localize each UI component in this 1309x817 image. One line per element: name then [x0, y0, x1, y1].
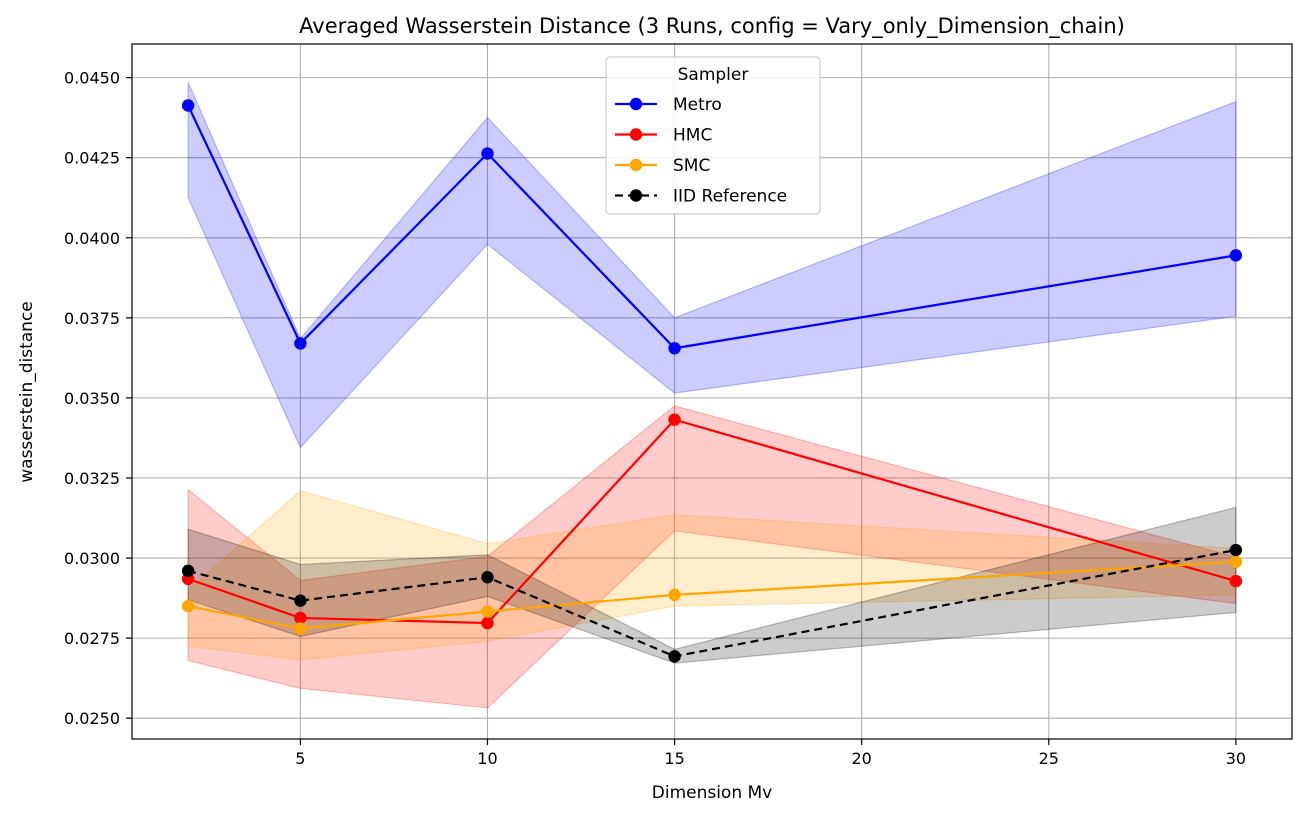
point-metro — [1229, 249, 1243, 262]
legend-box — [605, 56, 821, 215]
y-tick-label: 0.0300 — [64, 549, 120, 568]
point-smc — [294, 622, 307, 635]
y-tick-label: 0.0250 — [64, 709, 120, 728]
point-metro — [481, 147, 494, 160]
x-tick-label: 30 — [1226, 749, 1246, 768]
point-smc — [1229, 555, 1243, 569]
legend-entry-metro: Metro — [615, 95, 722, 115]
band-iid-reference — [187, 506, 1237, 664]
y-tick-label: 0.0425 — [64, 149, 120, 168]
legend-marker-metro — [629, 97, 643, 111]
y-axis-label: wasserstein_distance — [17, 301, 37, 483]
legend-entry-smc: SMC — [615, 156, 710, 176]
legend-label-hmc: HMC — [673, 126, 712, 146]
point-iid-reference — [481, 571, 494, 584]
legend-entries: Metro HMC SMC IID Reference — [615, 95, 787, 207]
legend-marker-iid-reference — [629, 189, 643, 202]
band-hmc — [187, 405, 1237, 709]
legend-marker-smc — [629, 158, 643, 172]
legend-label-smc: SMC — [673, 156, 710, 176]
x-tick-label: 15 — [664, 749, 684, 768]
point-metro — [181, 99, 195, 112]
legend-marker-hmc — [629, 128, 643, 141]
point-hmc — [668, 413, 681, 426]
point-metro — [294, 337, 307, 350]
series-points — [181, 99, 1243, 663]
point-metro — [668, 342, 681, 355]
confidence-bands — [187, 82, 1237, 709]
legend: Sampler Metro HMC SMC IID Reference — [605, 56, 821, 215]
y-axis-ticks: 0.0250 0.0275 0.0300 0.0325 0.0350 0.0375 0.04… — [64, 69, 132, 728]
y-tick-label: 0.0350 — [64, 389, 120, 408]
point-smc — [668, 588, 681, 602]
point-iid-reference — [294, 594, 307, 607]
legend-title: Sampler — [678, 65, 749, 85]
x-tick-label: 10 — [477, 749, 497, 768]
y-tick-label: 0.0375 — [64, 309, 120, 328]
y-tick-label: 0.0400 — [64, 229, 120, 248]
y-tick-label: 0.0325 — [64, 469, 120, 488]
band-metro — [187, 82, 1237, 449]
point-hmc — [481, 616, 494, 630]
point-smc — [181, 599, 195, 613]
y-tick-label: 0.0450 — [64, 69, 120, 88]
x-tick-label: 20 — [851, 749, 871, 768]
x-axis-label: Dimension Mv — [652, 783, 773, 803]
point-hmc — [294, 611, 307, 625]
band-smc — [187, 490, 1237, 661]
legend-entry-iid-reference: IID Reference — [615, 187, 787, 207]
legend-entry-hmc: HMC — [615, 126, 712, 146]
plot-frame — [131, 43, 1293, 740]
y-tick-label: 0.0275 — [64, 629, 120, 648]
x-tick-label: 25 — [1039, 749, 1059, 768]
legend-label-iid-reference: IID Reference — [673, 187, 787, 207]
legend-label-metro: Metro — [673, 95, 722, 115]
x-tick-label: 5 — [295, 749, 305, 768]
point-iid-reference — [668, 650, 681, 663]
point-iid-reference — [1229, 543, 1243, 557]
x-axis-ticks: 5 10 15 20 25 30 — [295, 739, 1246, 768]
point-iid-reference — [181, 564, 195, 578]
point-hmc — [1229, 574, 1243, 588]
chart-title: Averaged Wasserstein Distance (3 Runs, c… — [299, 14, 1125, 39]
point-smc — [481, 605, 494, 618]
